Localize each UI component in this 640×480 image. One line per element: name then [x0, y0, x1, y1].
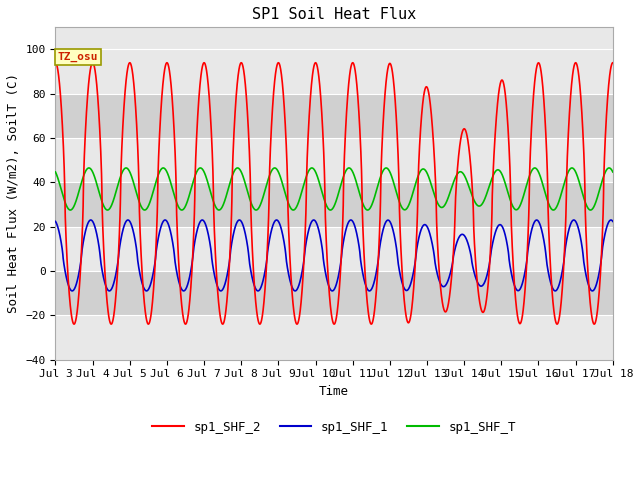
Bar [56, 49, 613, 94]
sp1_SHF_2 [414, 180, 422, 186]
sp1_SHF_1 [153, 244, 161, 250]
sp1_SHF_T [609, 169, 617, 175]
Bar [56, 94, 613, 138]
sp1_SHF_1 [414, 238, 422, 244]
Bar [56, 138, 613, 182]
sp1_SHF_2 [256, 321, 264, 327]
Bar [56, 271, 613, 315]
sp1_SHF_2 [52, 60, 60, 66]
Line: sp1_SHF_2: sp1_SHF_2 [56, 63, 613, 324]
sp1_SHF_T [468, 191, 476, 197]
sp1_SHF_1 [52, 218, 60, 224]
sp1_SHF_1 [265, 242, 273, 248]
sp1_SHF_T [510, 205, 518, 211]
Line: sp1_SHF_T: sp1_SHF_T [56, 168, 613, 210]
sp1_SHF_1 [386, 219, 394, 225]
sp1_SHF_T [234, 165, 241, 171]
Bar [56, 227, 613, 271]
sp1_SHF_1 [68, 288, 76, 294]
sp1_SHF_T [587, 207, 595, 213]
sp1_SHF_1 [273, 217, 280, 223]
sp1_SHF_1 [510, 281, 518, 287]
sp1_SHF_2 [609, 60, 617, 66]
sp1_SHF_2 [510, 272, 518, 278]
Y-axis label: Soil Heat Flux (W/m2), SoilT (C): Soil Heat Flux (W/m2), SoilT (C) [7, 73, 20, 313]
sp1_SHF_2 [386, 60, 394, 66]
sp1_SHF_T [386, 169, 394, 175]
sp1_SHF_T [52, 169, 60, 175]
sp1_SHF_1 [609, 218, 617, 224]
sp1_SHF_2 [468, 172, 476, 178]
sp1_SHF_1 [468, 256, 476, 262]
Legend: sp1_SHF_2, sp1_SHF_1, sp1_SHF_T: sp1_SHF_2, sp1_SHF_1, sp1_SHF_T [147, 416, 521, 439]
sp1_SHF_T [414, 173, 422, 179]
Text: TZ_osu: TZ_osu [58, 52, 98, 62]
X-axis label: Time: Time [319, 385, 349, 398]
sp1_SHF_T [265, 176, 273, 181]
Line: sp1_SHF_1: sp1_SHF_1 [56, 220, 613, 291]
sp1_SHF_2 [265, 216, 273, 222]
sp1_SHF_T [153, 177, 161, 182]
Title: SP1 Soil Heat Flux: SP1 Soil Heat Flux [252, 7, 416, 22]
Bar [56, 182, 613, 227]
sp1_SHF_2 [153, 227, 161, 232]
